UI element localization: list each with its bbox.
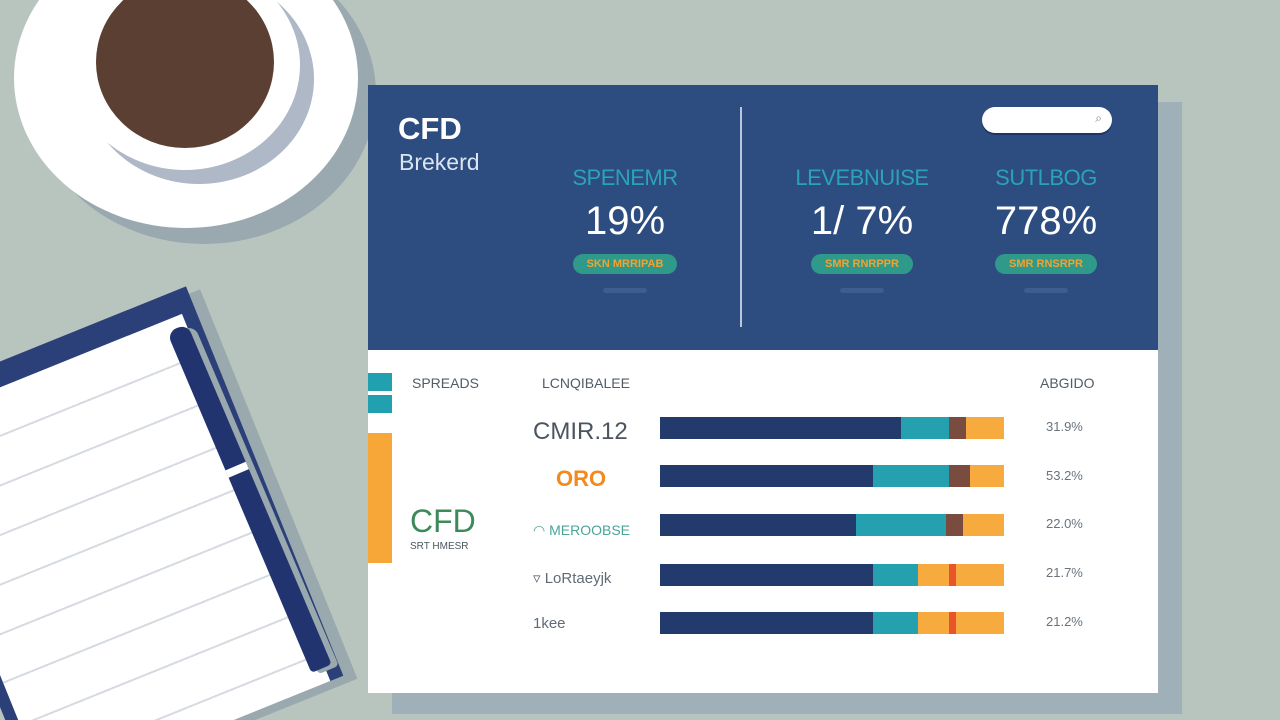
cup-icon: ▿ bbox=[533, 570, 545, 587]
coffee bbox=[96, 0, 274, 148]
row-label: 1kee bbox=[533, 615, 566, 632]
metric-footnote bbox=[1024, 288, 1068, 293]
row-value: 53.2% bbox=[1046, 468, 1083, 483]
metric-label: SPENEMR bbox=[572, 165, 678, 190]
row-label: ORO bbox=[556, 466, 607, 491]
row-value: 21.2% bbox=[1046, 614, 1083, 629]
column-header-spreads[interactable]: SPREADS bbox=[412, 375, 479, 391]
bar-segment-orange bbox=[955, 564, 1004, 586]
row-label-text: MEROOBSE bbox=[549, 522, 631, 538]
metric-spread: SPENEMR 19% SKN MRRIPAB bbox=[525, 165, 725, 293]
row-label: ▿ LoRtaeyjk bbox=[533, 569, 611, 587]
row-value: 21.7% bbox=[1046, 565, 1083, 580]
row-value: 22.0% bbox=[1046, 516, 1083, 531]
bar-segment-navy bbox=[660, 465, 874, 487]
bar-segment-teal bbox=[873, 612, 918, 634]
row-value: 31.9% bbox=[1046, 419, 1083, 434]
bar-segment-teal bbox=[873, 465, 949, 487]
metric-label: LEVEBNUISE bbox=[795, 165, 929, 190]
row-label: CMIR.12 bbox=[533, 418, 628, 445]
metric-badge[interactable]: SMR RNSRPR bbox=[995, 254, 1097, 274]
column-header-value[interactable]: ABGIDO bbox=[1040, 375, 1095, 391]
bar-segment-red bbox=[948, 612, 956, 634]
bar-segment-red bbox=[948, 564, 956, 586]
metric-third: SUTLBOG 778% SMR RNSRPR bbox=[946, 165, 1146, 293]
dashboard-header: CFD Brekerd ⌕ SPENEMR 19% SKN MRRIPAB LE… bbox=[368, 85, 1158, 350]
table-row-bar[interactable] bbox=[660, 612, 1004, 634]
search-icon[interactable]: ⌕ bbox=[1095, 111, 1102, 125]
metric-leverage: LEVEBNUISE 1/ 7% SMR RNRPPR bbox=[762, 165, 962, 293]
metric-value: 19% bbox=[584, 199, 666, 243]
bar-segment-orange bbox=[917, 612, 949, 634]
search-input[interactable]: ⌕ bbox=[982, 107, 1112, 133]
bar-segment-navy bbox=[660, 417, 901, 439]
table-row-bar[interactable] bbox=[660, 514, 1004, 536]
table-row-bar[interactable] bbox=[660, 417, 1004, 439]
notebook bbox=[0, 286, 344, 720]
row-label-text: LoRtaeyjk bbox=[544, 570, 612, 587]
bar-segment-navy bbox=[660, 612, 874, 634]
bar-segment-teal bbox=[856, 514, 946, 536]
metric-badge[interactable]: SKN MRRIPAB bbox=[572, 254, 678, 274]
metric-value: 1/ 7% bbox=[810, 199, 914, 243]
brand-title: CFD bbox=[398, 111, 462, 146]
metric-footnote bbox=[603, 288, 647, 293]
chart-icon: ◠ bbox=[533, 522, 550, 538]
bar-segment-orange bbox=[966, 417, 1004, 439]
bar-segment-navy bbox=[660, 564, 874, 586]
bar-segment-brown bbox=[948, 465, 970, 487]
bar-segment-teal bbox=[900, 417, 949, 439]
bar-segment-navy bbox=[660, 514, 857, 536]
header-divider bbox=[740, 107, 742, 327]
brand-subtitle: Brekerd bbox=[399, 149, 480, 175]
column-header-instrument[interactable]: LCNQIBALEE bbox=[542, 375, 630, 391]
bar-segment-teal bbox=[873, 564, 918, 586]
bar-segment-brown bbox=[948, 417, 967, 439]
dashboard-card: CFD Brekerd ⌕ SPENEMR 19% SKN MRRIPAB LE… bbox=[368, 85, 1158, 693]
tab-indicator-teal[interactable] bbox=[368, 373, 392, 413]
table-row-bar[interactable] bbox=[660, 564, 1004, 586]
bar-segment-orange bbox=[962, 514, 1004, 536]
metric-badge[interactable]: SMR RNRPPR bbox=[811, 254, 913, 274]
bar-segment-orange bbox=[969, 465, 1004, 487]
pen-band bbox=[225, 461, 249, 478]
metric-value: 778% bbox=[994, 199, 1098, 243]
metric-label: SUTLBOG bbox=[995, 165, 1097, 190]
metric-footnote bbox=[840, 288, 884, 293]
table-row-bar[interactable] bbox=[660, 465, 1004, 487]
row-label: ◠ MEROOBSE bbox=[533, 522, 630, 539]
side-subtitle: SRT HMESR bbox=[410, 541, 469, 552]
tab-indicator-orange[interactable] bbox=[368, 433, 392, 563]
bar-segment-orange bbox=[917, 564, 949, 586]
bar-segment-orange bbox=[955, 612, 1004, 634]
bar-segment-brown bbox=[945, 514, 963, 536]
notebook-page bbox=[0, 313, 331, 720]
side-title: CFD bbox=[410, 503, 476, 539]
